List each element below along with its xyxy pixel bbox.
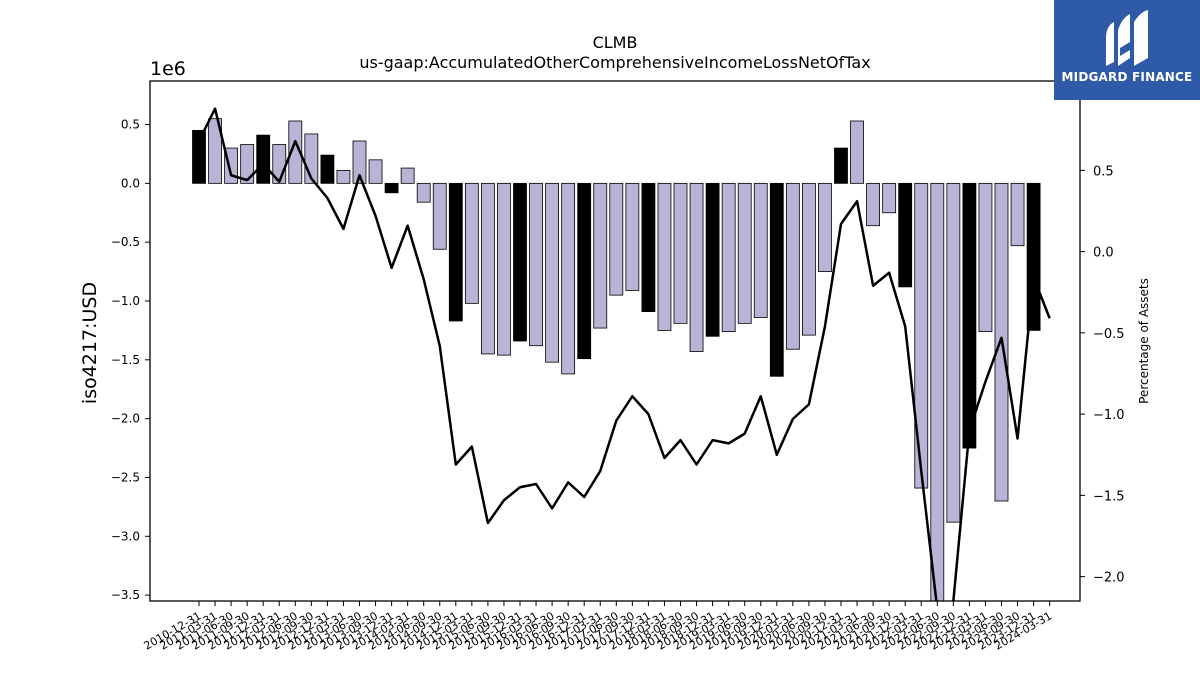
y-ticks: 0.5 0.0 −0.5 −1.0 −1.5 −2.0 −2.5 −3.0 −3.5 xyxy=(111,118,150,602)
bar xyxy=(914,182,929,489)
y2-tick-label: −2.0 xyxy=(1093,571,1125,586)
y2-tick-label: 0.5 xyxy=(1093,164,1114,179)
bar xyxy=(256,134,271,184)
bar xyxy=(689,182,704,352)
y-tick-label: 0.5 xyxy=(121,118,140,132)
bar xyxy=(753,182,768,318)
bar xyxy=(593,182,608,329)
bar xyxy=(705,182,720,337)
pct-assets-line xyxy=(197,107,1051,601)
bar xyxy=(400,167,415,184)
y2-tick-label: −1.0 xyxy=(1093,408,1125,423)
bar xyxy=(882,182,897,214)
bar xyxy=(641,182,656,312)
bars-group xyxy=(192,118,1041,601)
bar xyxy=(577,182,592,360)
bar xyxy=(1026,182,1041,331)
y-tick-label: −1.0 xyxy=(111,294,140,308)
bar xyxy=(609,182,624,296)
bar xyxy=(432,182,447,250)
bar xyxy=(529,182,543,347)
bar xyxy=(513,182,527,342)
y-tick-label: −3.0 xyxy=(111,529,140,543)
bar xyxy=(497,182,511,356)
bar xyxy=(946,182,961,523)
bar xyxy=(930,182,945,601)
bar xyxy=(336,170,351,184)
bar xyxy=(818,182,832,272)
chart-subtitle: us-gaap:AccumulatedOtherComprehensiveInc… xyxy=(359,53,870,72)
bar xyxy=(834,147,848,184)
y-tick-label: 0.0 xyxy=(121,176,140,190)
bar xyxy=(625,182,640,291)
bar xyxy=(464,182,479,304)
bar xyxy=(866,182,880,227)
bar xyxy=(561,182,576,375)
y-tick-label: −0.5 xyxy=(111,235,140,249)
bar xyxy=(448,182,463,322)
y-offset-label: 1e6 xyxy=(150,58,186,80)
bar xyxy=(368,159,383,184)
bar xyxy=(384,182,399,194)
y2-axis-label: Percentage of Assets xyxy=(1137,278,1151,404)
y-tick-label: −2.0 xyxy=(111,412,140,426)
line-group xyxy=(197,107,1051,601)
y2-tick-label: 0.0 xyxy=(1093,246,1114,261)
bar xyxy=(737,182,752,324)
y-tick-label: −1.5 xyxy=(111,353,140,367)
y2-ticks: 0.5 0.0 −0.5 −1.0 −1.5 −2.0 xyxy=(1080,164,1125,586)
bar xyxy=(785,182,800,350)
bar xyxy=(898,182,913,288)
y2-tick-label: −1.5 xyxy=(1093,489,1125,504)
bar xyxy=(1010,182,1025,247)
bar xyxy=(545,182,559,363)
chart-title: CLMB xyxy=(593,33,638,52)
bar xyxy=(962,182,977,449)
y-axis-label: iso4217:USD xyxy=(79,282,101,404)
x-ticks: 2010-12-312011-03-312011-06-302011-09-30… xyxy=(142,601,1054,653)
y-tick-label: −2.5 xyxy=(111,470,140,484)
bar xyxy=(850,120,864,184)
y2-tick-label: −0.5 xyxy=(1093,327,1125,342)
bar xyxy=(769,182,784,377)
bar xyxy=(802,182,816,336)
bar xyxy=(240,144,255,184)
y-tick-label: −3.5 xyxy=(111,588,140,602)
bar xyxy=(721,182,736,332)
bar xyxy=(978,182,993,332)
bar xyxy=(352,140,367,184)
bar xyxy=(320,154,335,184)
bar xyxy=(673,182,688,324)
midgard-finance-logo: MIDGARD FINANCE xyxy=(1054,0,1200,100)
bar xyxy=(657,182,672,331)
bar xyxy=(192,130,206,184)
bar xyxy=(288,120,303,184)
logo-text: MIDGARD FINANCE xyxy=(1061,70,1193,84)
plot-frame xyxy=(149,80,1081,602)
bar xyxy=(480,182,495,355)
midgard-logo-icon xyxy=(1106,10,1148,66)
bar xyxy=(208,118,222,184)
bar xyxy=(416,182,431,203)
